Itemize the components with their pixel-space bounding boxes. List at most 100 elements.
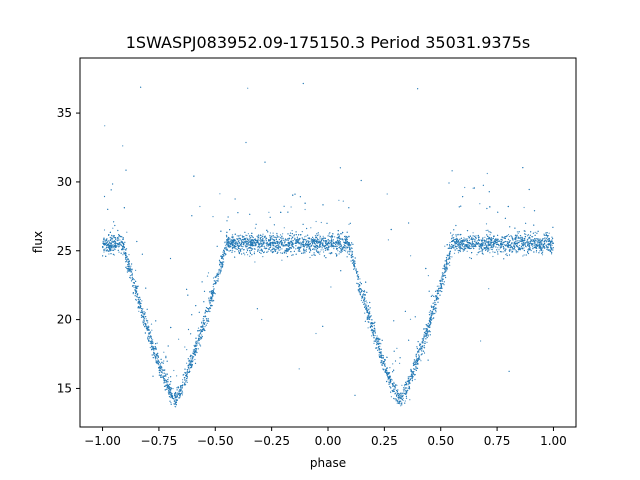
data-point [245, 251, 248, 253]
data-point [468, 243, 470, 245]
data-point [129, 271, 131, 273]
data-point [514, 249, 516, 251]
data-point [400, 400, 402, 402]
data-point [278, 236, 280, 238]
data-point [113, 243, 116, 245]
data-point [503, 248, 505, 250]
data-point [526, 235, 529, 237]
data-point [190, 362, 192, 365]
data-point [362, 295, 364, 297]
data-point [533, 243, 535, 245]
data-point [258, 236, 260, 238]
data-point [419, 342, 421, 345]
data-point [340, 244, 343, 246]
data-point [303, 251, 305, 253]
data-point [500, 246, 502, 248]
data-point [459, 250, 462, 253]
data-point [498, 249, 500, 251]
data-point [226, 220, 228, 222]
data-point [437, 298, 439, 300]
data-point [338, 244, 340, 246]
data-point [264, 246, 266, 248]
data-point [377, 347, 379, 349]
data-point [387, 239, 389, 241]
data-point [118, 237, 120, 239]
data-point [495, 242, 497, 244]
data-point [315, 248, 317, 250]
data-point [494, 239, 496, 241]
data-point [330, 242, 332, 244]
data-point [240, 239, 243, 241]
data-point [181, 390, 183, 392]
data-point [313, 248, 315, 250]
data-point [240, 243, 242, 246]
data-point [502, 246, 504, 248]
data-point [539, 250, 541, 252]
data-point [351, 254, 353, 256]
data-point [381, 339, 383, 341]
data-point [546, 232, 548, 234]
data-point [137, 298, 139, 301]
data-point [344, 247, 346, 249]
data-point [238, 242, 240, 244]
data-point [217, 278, 219, 280]
data-point [402, 394, 404, 396]
data-point [517, 246, 519, 248]
data-point [493, 251, 496, 253]
data-point [113, 240, 115, 242]
data-point [492, 241, 494, 243]
data-point [285, 252, 287, 254]
data-point [245, 234, 247, 236]
data-point [404, 400, 406, 402]
data-point [349, 248, 352, 250]
data-point [450, 232, 452, 234]
data-point [402, 399, 404, 402]
data-point [297, 242, 299, 244]
data-point [142, 319, 144, 321]
data-point [507, 243, 509, 245]
data-point [267, 250, 269, 252]
data-point [113, 246, 115, 248]
data-point [337, 250, 339, 252]
data-point [284, 238, 287, 240]
data-point [414, 368, 416, 370]
data-point [372, 322, 374, 324]
data-point [160, 362, 162, 365]
data-point [357, 278, 359, 280]
data-point [201, 281, 203, 283]
data-point [170, 403, 172, 405]
data-point [485, 229, 487, 232]
data-point [362, 301, 364, 303]
data-point [485, 240, 487, 242]
data-point [239, 234, 241, 236]
data-point [438, 285, 440, 287]
data-point [448, 243, 451, 246]
data-point [295, 241, 297, 243]
data-point [217, 272, 219, 274]
data-point [147, 325, 149, 327]
data-point [316, 250, 318, 253]
data-point [110, 241, 112, 243]
data-point [345, 235, 347, 237]
data-point [541, 244, 543, 246]
data-point [219, 273, 221, 275]
data-point [443, 284, 445, 286]
data-point [468, 244, 471, 247]
data-point [522, 243, 524, 245]
data-point [401, 404, 403, 406]
data-point [310, 238, 312, 240]
data-point [391, 379, 393, 381]
data-point [449, 264, 451, 266]
data-point [156, 363, 158, 365]
data-point [457, 242, 460, 244]
data-point [169, 383, 171, 385]
data-point [464, 238, 466, 240]
data-point [212, 216, 214, 218]
data-point [209, 296, 212, 298]
data-point [469, 235, 472, 237]
data-point [152, 339, 154, 341]
data-point [278, 249, 280, 251]
data-point [187, 328, 190, 331]
data-point [146, 308, 148, 310]
